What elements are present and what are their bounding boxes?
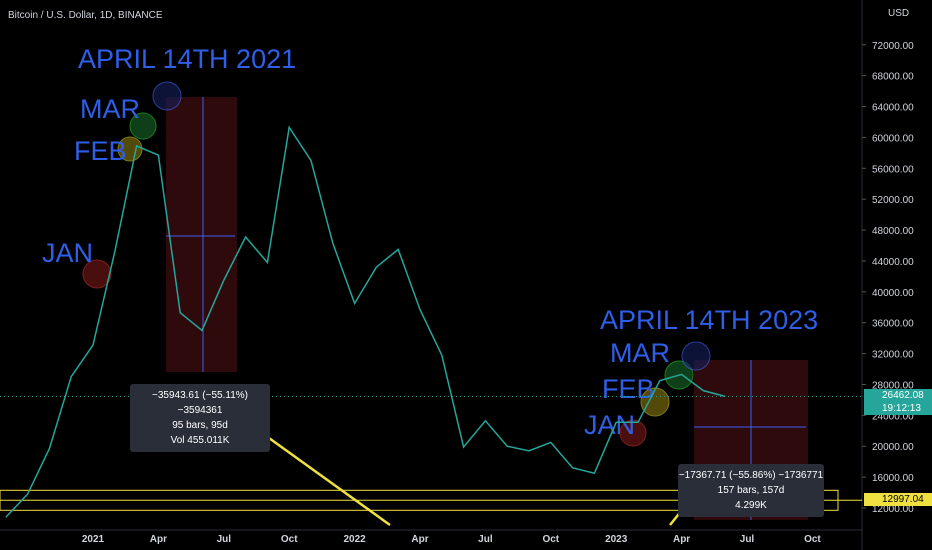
measure-text: −35943.61 (−55.11%) −3594361 (151, 390, 248, 416)
x-tick-label: 2023 (605, 534, 628, 545)
x-tick-label: Apr (150, 534, 167, 545)
x-tick-label: Oct (281, 534, 298, 545)
y-tick-label: 28000.00 (872, 380, 914, 391)
annotation: JAN (584, 410, 635, 440)
currency: USD (888, 8, 909, 19)
measure-text: 95 bars, 95d (172, 420, 228, 431)
y-tick-label: 64000.00 (872, 103, 914, 114)
annotation: APRIL 14TH 2021 (78, 44, 296, 74)
price-label: 12997.04 (864, 493, 932, 507)
marker (681, 341, 711, 371)
measure-box: −35943.61 (−55.11%) −3594361 95 bars, 95… (130, 384, 270, 452)
marker (619, 419, 647, 447)
y-tick-label: 68000.00 (872, 72, 914, 83)
annotation: JAN (42, 238, 93, 268)
annotation: FEB (74, 136, 127, 166)
annotation: APRIL 14TH 2023 (600, 305, 818, 335)
marker (82, 259, 112, 289)
measure-zone (166, 97, 237, 372)
y-tick-label: 24000.00 (872, 411, 914, 422)
y-tick-label: 72000.00 (872, 41, 914, 52)
x-tick-label: Jul (217, 534, 232, 545)
measure-text: Vol 455.011K (170, 435, 230, 446)
countdown: 19:12:13 (864, 402, 932, 416)
price-label: 26462.08 (864, 389, 932, 403)
marker (640, 387, 670, 417)
x-tick-label: Oct (804, 534, 821, 545)
y-tick-label: 36000.00 (872, 319, 914, 330)
y-tick-label: 48000.00 (872, 226, 914, 237)
measure-text: 4.299K (735, 500, 767, 511)
annotation: MAR (610, 338, 670, 368)
y-tick-label: 20000.00 (872, 442, 914, 453)
marker (129, 112, 157, 140)
x-tick-label: Jul (478, 534, 493, 545)
annotation: FEB (602, 374, 655, 404)
y-tick-label: 16000.00 (872, 473, 914, 484)
measure-text: −17367.71 (−55.86%) −1736771 (678, 470, 824, 481)
x-tick-label: Jul (740, 534, 755, 545)
trend-line (261, 431, 391, 527)
y-tick-label: 44000.00 (872, 257, 914, 268)
y-tick-label: 32000.00 (872, 350, 914, 361)
symbol-title: Bitcoin / U.S. Dollar, 1D, BINANCE (8, 10, 163, 21)
x-tick-label: 2021 (82, 534, 105, 545)
y-tick-label: 60000.00 (872, 133, 914, 144)
marker (152, 81, 182, 111)
x-tick-label: 2022 (343, 534, 366, 545)
annotation: MAR (80, 94, 140, 124)
x-tick-label: Oct (542, 534, 559, 545)
measure-text: 157 bars, 157d (717, 485, 785, 496)
x-tick-label: Apr (673, 534, 690, 545)
y-tick-label: 52000.00 (872, 195, 914, 206)
measure-box: −17367.71 (−55.86%) −1736771 157 bars, 1… (678, 464, 824, 517)
price-line (5, 125, 726, 518)
y-tick-label: 56000.00 (872, 164, 914, 175)
y-tick-label: 40000.00 (872, 288, 914, 299)
y-tick-label: 12000.00 (872, 504, 914, 515)
x-tick-label: Apr (411, 534, 428, 545)
